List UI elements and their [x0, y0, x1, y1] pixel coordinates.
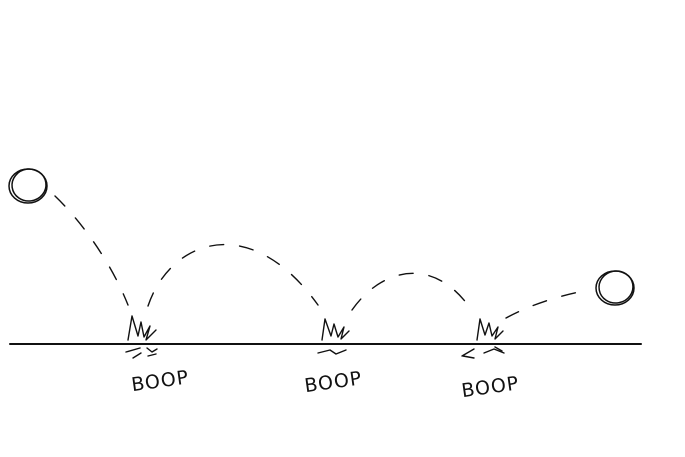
- boop-label-2: BOOP: [303, 367, 364, 397]
- trajectory-path: [54, 195, 591, 319]
- boop-label-1: BOOP: [130, 366, 191, 396]
- trajectory-arc-2: [351, 272, 469, 311]
- trajectory-exit-segment: [505, 289, 591, 319]
- start-ball-icon: [8, 168, 48, 204]
- end-ball-icon: [595, 270, 635, 306]
- impact-burst-icon-2: [317, 318, 350, 355]
- impact-burst-icon-1: [125, 315, 158, 359]
- trajectory-drop-segment: [54, 195, 129, 306]
- trajectory-arc-1: [147, 243, 319, 307]
- impact-burst-icon-3: [461, 318, 505, 359]
- boop-label-3: BOOP: [460, 372, 521, 402]
